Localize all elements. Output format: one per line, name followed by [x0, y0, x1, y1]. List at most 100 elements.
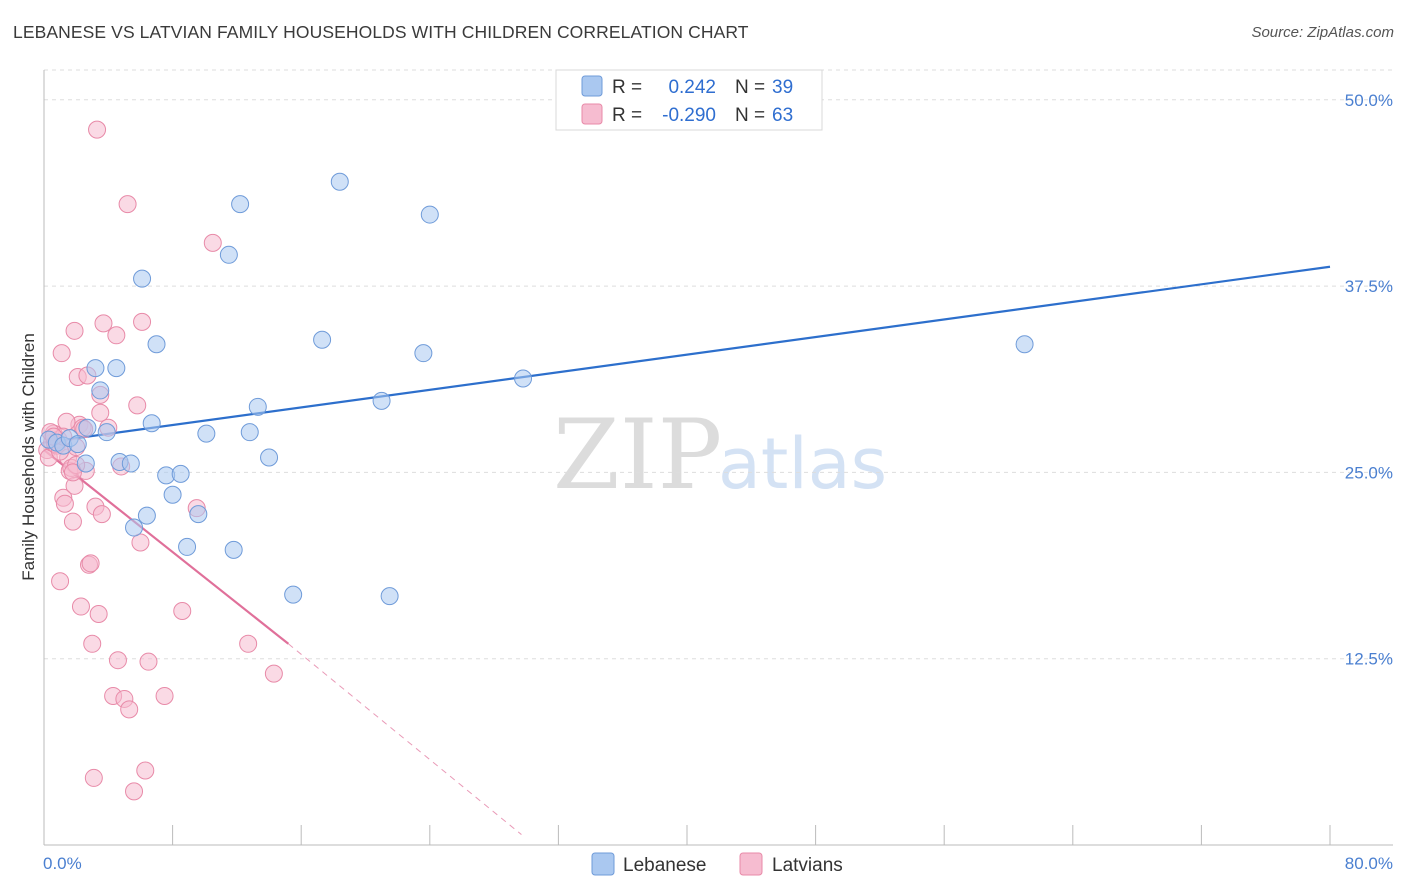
legend-r-label-1: R =: [612, 77, 642, 98]
lebanese-point: [219, 245, 238, 264]
watermark-zip: ZIP: [553, 399, 722, 511]
legend-n-value-2: 63: [772, 105, 793, 126]
lebanese-point: [133, 269, 152, 288]
legend: R = 0.242 N = 39 R = -0.290 N = 63: [555, 69, 823, 131]
lebanese-point: [78, 418, 97, 437]
latvians-point: [71, 597, 90, 616]
latvians-point: [83, 634, 102, 653]
lebanese-point: [137, 506, 156, 525]
latvians-point: [52, 344, 71, 363]
bottom-legend-label-latvians: Latvians: [772, 855, 843, 876]
lebanese-point: [330, 172, 349, 191]
latvians-point: [92, 505, 111, 524]
latvians-point: [84, 768, 103, 787]
latvians-point: [131, 533, 150, 552]
lebanese-point: [414, 344, 433, 363]
lebanese-point: [107, 359, 126, 378]
y-tick-label: 37.5%: [1345, 277, 1393, 296]
y-axis-label: Family Households with Children: [19, 333, 38, 581]
latvians-point: [128, 396, 147, 415]
y-tick-labels: 12.5% 25.0% 37.5% 50.0%: [1345, 91, 1393, 669]
chart-title: LEBANESE VS LATVIAN FAMILY HOUSEHOLDS WI…: [13, 22, 749, 42]
legend-swatch-latvians: [581, 103, 603, 125]
bottom-legend: Lebanese Latvians: [591, 852, 843, 876]
lebanese-point: [1015, 335, 1034, 354]
latvians-point: [89, 604, 108, 623]
lebanese-point: [125, 518, 144, 537]
legend-r-value-1: 0.242: [668, 77, 716, 98]
latvians-point: [55, 494, 74, 513]
lebanese-point: [68, 435, 87, 454]
latvians-point: [81, 554, 100, 573]
bottom-legend-swatch-latvians: [739, 852, 763, 876]
latvians-point: [63, 463, 82, 482]
latvians-point: [94, 314, 113, 333]
latvians-trend-extension: [288, 643, 522, 835]
latvians-point: [133, 312, 152, 331]
latvians-point: [203, 233, 222, 252]
lebanese-point: [284, 585, 303, 604]
latvians-point: [118, 195, 137, 214]
legend-n-label-2: N =: [735, 105, 765, 126]
latvians-point: [63, 512, 82, 531]
latvians-point: [264, 664, 283, 683]
lebanese-point: [121, 454, 140, 473]
latvians-point: [239, 634, 258, 653]
lebanese-point: [380, 587, 399, 606]
latvians-point: [136, 761, 155, 780]
lebanese-point: [514, 369, 533, 388]
lebanese-point: [313, 330, 332, 349]
lebanese-point: [372, 391, 391, 410]
lebanese-point: [163, 485, 182, 504]
y-tick-label: 12.5%: [1345, 650, 1393, 669]
latvians-trend-line: [43, 449, 290, 645]
lebanese-point: [224, 540, 243, 559]
lebanese-point: [86, 359, 105, 378]
legend-n-value-1: 39: [772, 77, 793, 98]
axes: [43, 70, 1393, 846]
watermark: ZIP atlas: [553, 399, 887, 511]
latvians-points: [38, 120, 283, 801]
lebanese-point: [248, 397, 267, 416]
lebanese-point: [231, 195, 250, 214]
lebanese-point: [147, 335, 166, 354]
legend-swatch-lebanese: [581, 75, 603, 97]
watermark-atlas: atlas: [718, 423, 887, 505]
lebanese-point: [97, 423, 116, 442]
x-tick-label-max: 80.0%: [1345, 854, 1393, 873]
latvians-point: [125, 782, 144, 801]
lebanese-point: [260, 448, 279, 467]
bottom-legend-swatch-lebanese: [591, 852, 615, 876]
lebanese-point: [142, 414, 161, 433]
latvians-point: [65, 321, 84, 340]
latvians-point: [108, 651, 127, 670]
lebanese-point: [91, 381, 110, 400]
latvians-point: [51, 572, 70, 591]
latvians-point: [139, 652, 158, 671]
y-tick-label: 50.0%: [1345, 91, 1393, 110]
lebanese-point: [420, 205, 439, 224]
x-tick-label-min: 0.0%: [43, 854, 82, 873]
gridlines: [44, 69, 1393, 660]
legend-r-value-2: -0.290: [662, 105, 716, 126]
latvians-point: [88, 120, 107, 139]
lebanese-point: [76, 454, 95, 473]
latvians-point: [91, 403, 110, 422]
lebanese-points: [39, 172, 1034, 606]
lebanese-point: [240, 423, 259, 442]
lebanese-point: [178, 537, 197, 556]
legend-r-label-2: R =: [612, 105, 642, 126]
y-tick-label: 25.0%: [1345, 463, 1393, 482]
lebanese-point: [197, 424, 216, 443]
latvians-point: [57, 412, 76, 431]
source-credit: Source: ZipAtlas.com: [1251, 24, 1394, 41]
latvians-point: [107, 326, 126, 345]
lebanese-point: [189, 505, 208, 524]
latvians-point: [155, 686, 174, 705]
legend-n-label-1: N =: [735, 77, 765, 98]
latvians-point: [173, 602, 192, 621]
lebanese-point: [171, 464, 190, 483]
latvians-point: [120, 700, 139, 719]
bottom-legend-label-lebanese: Lebanese: [623, 855, 706, 876]
